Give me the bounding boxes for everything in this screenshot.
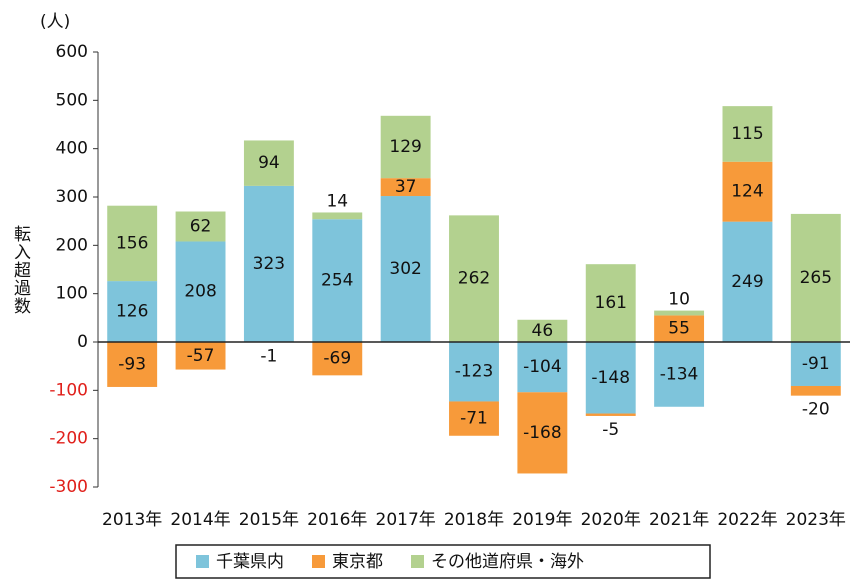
data-label: 208: [184, 282, 216, 302]
legend-label: その他道府県・海外: [431, 552, 584, 572]
data-label: -1: [260, 346, 277, 366]
legend-swatch: [411, 555, 424, 568]
bar-segment: [380, 196, 431, 342]
bar-segment: [722, 106, 773, 162]
data-label: 126: [116, 302, 148, 322]
data-label: -148: [591, 368, 630, 388]
bar-segment: [517, 319, 568, 342]
data-label: 62: [190, 216, 212, 236]
x-tick-label: 2023年: [786, 510, 846, 530]
data-label: -71: [460, 409, 488, 429]
y-unit: (人): [40, 12, 70, 32]
x-tick-label: 2019年: [512, 510, 572, 530]
bar-segment: [312, 212, 363, 220]
bar-segment: [790, 342, 841, 386]
x-tick-label: 2021年: [649, 510, 709, 530]
y-axis-label: 転入超過数: [10, 225, 31, 315]
y-tick-label: 500: [56, 90, 88, 110]
bar-segment: [722, 161, 773, 222]
data-label: 265: [800, 268, 832, 288]
data-label: -104: [523, 357, 562, 377]
x-tick-label: 2013年: [102, 510, 162, 530]
data-label: 46: [532, 321, 554, 341]
bar-segment: [654, 310, 705, 316]
bar-segment: [790, 385, 841, 396]
data-label: 129: [389, 137, 421, 157]
bar-segment: [107, 342, 158, 387]
legend-box: [175, 544, 711, 579]
data-label: 302: [389, 259, 421, 279]
x-tick-label: 2015年: [239, 510, 299, 530]
x-tick-label: 2017年: [376, 510, 436, 530]
bar-segment: [312, 342, 363, 376]
x-tick-label: 2018年: [444, 510, 504, 530]
bar-segment: [517, 342, 568, 393]
data-label: 94: [258, 153, 280, 173]
legend-swatch: [196, 555, 209, 568]
data-label: 14: [326, 191, 348, 211]
data-label: -168: [523, 423, 562, 443]
bar-segment: [449, 401, 499, 436]
data-label: 10: [668, 290, 690, 310]
data-label: 249: [731, 272, 763, 292]
data-label: -20: [802, 400, 830, 420]
data-label: 161: [595, 293, 627, 313]
bar-segment: [654, 342, 705, 407]
x-tick-label: 2022年: [717, 510, 777, 530]
bar-segment: [107, 281, 158, 342]
legend-label: 東京都: [332, 552, 383, 572]
y-tick-label: 200: [56, 235, 88, 255]
bar-segment: [449, 342, 499, 402]
bar-segment: [585, 413, 636, 416]
x-tick-label: 2016年: [307, 510, 367, 530]
bar-segment: [790, 213, 841, 342]
y-tick-label: 600: [56, 42, 88, 62]
y-tick-label: -200: [49, 429, 88, 449]
bar-segment: [243, 140, 294, 186]
data-label: -134: [660, 364, 699, 384]
data-label: 156: [116, 233, 148, 253]
y-tick-label: -100: [49, 380, 88, 400]
bar-segment: [585, 342, 636, 414]
data-label: 115: [731, 124, 763, 144]
y-tick-label: -300: [49, 477, 88, 497]
x-tick-label: 2020年: [581, 510, 641, 530]
y-tick-label: 0: [77, 332, 88, 352]
y-tick-label: 100: [56, 284, 88, 304]
bar-segment: [517, 392, 568, 474]
legend-swatch: [312, 555, 325, 568]
bar-segment: [243, 185, 294, 342]
data-label: -5: [602, 420, 619, 440]
x-tick-label: 2014年: [170, 510, 230, 530]
y-tick-label: 300: [56, 187, 88, 207]
data-label: 55: [668, 319, 690, 339]
bar-segment: [175, 211, 226, 242]
bar-segment: [722, 221, 773, 342]
data-label: -123: [455, 362, 494, 382]
bar-segment: [449, 215, 499, 342]
bar-segment: [380, 115, 431, 179]
y-tick-label: 400: [56, 139, 88, 159]
data-label: 254: [321, 271, 353, 291]
bar-segment: [312, 219, 363, 342]
data-label: 262: [458, 269, 490, 289]
legend-label: 千葉県内: [216, 552, 284, 572]
bar-segment: [585, 264, 636, 342]
bar-segment: [380, 178, 431, 197]
data-label: 37: [395, 177, 417, 197]
data-label: 323: [253, 254, 285, 274]
bar-segment: [175, 241, 226, 342]
data-label: -93: [118, 354, 146, 374]
bar-segment: [654, 315, 705, 342]
data-label: 124: [731, 182, 763, 202]
data-label: -91: [802, 354, 830, 374]
data-label: -57: [187, 346, 215, 366]
bar-segment: [107, 205, 158, 282]
bar-segment: [175, 342, 226, 370]
data-label: -69: [323, 349, 351, 369]
